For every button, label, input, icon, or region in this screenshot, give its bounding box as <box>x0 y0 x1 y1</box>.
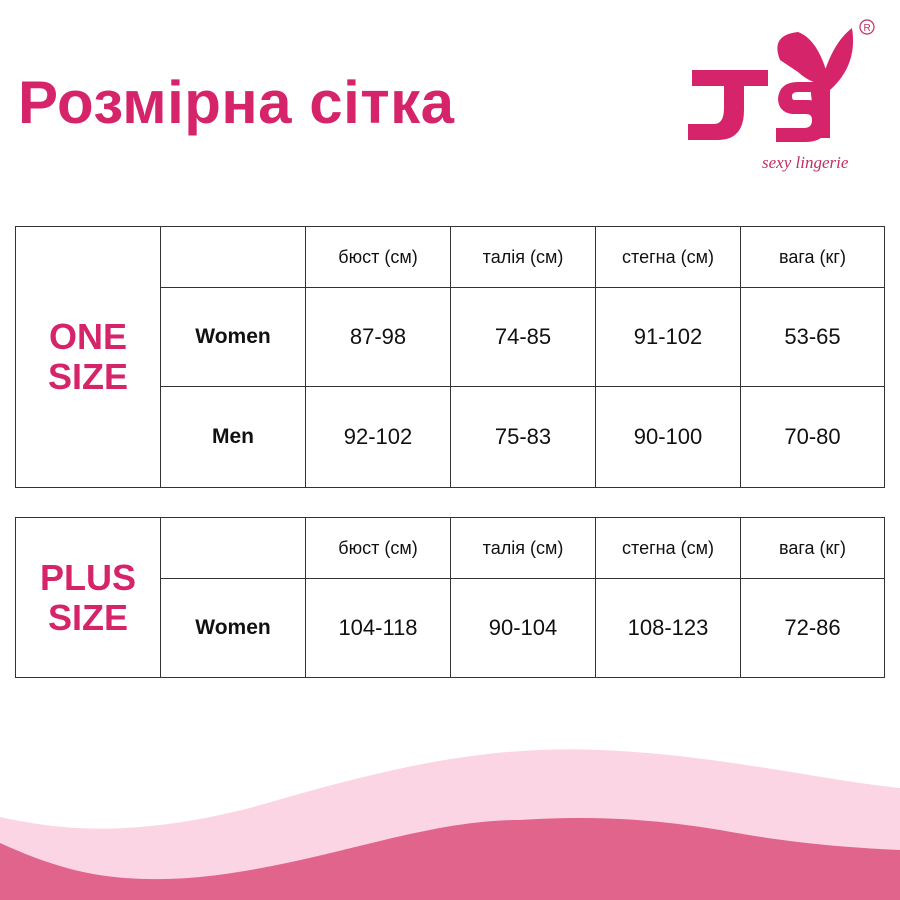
row-label: Men <box>160 386 306 488</box>
svg-text:sexy lingerie: sexy lingerie <box>762 153 849 172</box>
cell: 72-86 <box>740 578 885 678</box>
cell: 70-80 <box>740 386 885 488</box>
cell: 91-102 <box>595 287 741 387</box>
cell: 74-85 <box>450 287 596 387</box>
header-hips: стегна (см) <box>595 517 741 579</box>
row-label: Women <box>160 578 306 678</box>
header-waist: талія (см) <box>450 517 596 579</box>
cell: 53-65 <box>740 287 885 387</box>
plus-size-label: PLUS SIZE <box>15 517 161 678</box>
wave-dark <box>0 818 900 900</box>
one-size-table: ONE SIZE бюст (см) талія (см) стегна (см)… <box>15 226 885 488</box>
cell: 90-100 <box>595 386 741 488</box>
header-weight: вага (кг) <box>740 517 885 579</box>
empty-header-cell <box>160 517 306 579</box>
brand-logo: sexy lingerie R <box>688 19 875 172</box>
cell: 92-102 <box>305 386 451 488</box>
cell: 87-98 <box>305 287 451 387</box>
cell: 108-123 <box>595 578 741 678</box>
cell: 90-104 <box>450 578 596 678</box>
plus-size-table: PLUS SIZE бюст (см) талія (см) стегна (см… <box>15 517 885 678</box>
svg-text:R: R <box>864 23 871 34</box>
one-size-label: ONE SIZE <box>15 226 161 488</box>
row-label: Women <box>160 287 306 387</box>
header-weight: вага (кг) <box>740 226 885 288</box>
header-bust: бюст (см) <box>305 517 451 579</box>
table-row: Men 92-102 75-83 90-100 70-80 <box>16 386 885 488</box>
empty-header-cell <box>160 226 306 288</box>
header-hips: стегна (см) <box>595 226 741 288</box>
cell: 75-83 <box>450 386 596 488</box>
header-waist: талія (см) <box>450 226 596 288</box>
header-bust: бюст (см) <box>305 226 451 288</box>
page-title: Розмірна сітка <box>18 69 455 136</box>
table-row: Women 104-118 90-104 108-123 72-86 <box>16 578 885 678</box>
cell: 104-118 <box>305 578 451 678</box>
decorative-wave <box>0 749 900 900</box>
